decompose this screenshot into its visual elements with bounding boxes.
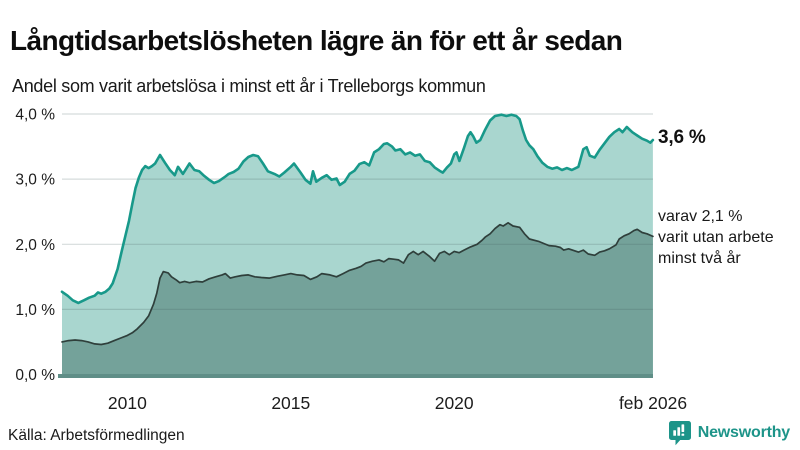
newsworthy-bubble-chart-icon xyxy=(668,421,691,446)
series-area-two_year xyxy=(62,222,653,375)
series-line-total xyxy=(60,113,655,305)
end-value-label-total: 3,6 % xyxy=(658,127,706,148)
chart-subtitle: Andel som varit arbetslösa i minst ett å… xyxy=(12,76,486,96)
end-label-two-year-line1: varav 2,1 % xyxy=(658,208,743,225)
y-tick-label: 3,0 % xyxy=(15,172,55,189)
end-value-label-two-year: varav 2,1 % varit utan arbete minst två … xyxy=(658,206,774,269)
newsworthy-wordmark: Newsworthy xyxy=(697,424,790,441)
page-title: Långtidsarbetslösheten lägre än för ett … xyxy=(10,24,623,56)
y-tick-label: 0,0 % xyxy=(15,367,55,384)
y-tick-label: 4,0 % xyxy=(15,107,55,124)
x-tick-label: feb 2026 xyxy=(619,393,687,413)
y-tick-label: 1,0 % xyxy=(15,302,55,319)
newsworthy-logo[interactable]: Newsworthy xyxy=(668,420,790,446)
source-note: Källa: Arbetsförmedlingen xyxy=(8,427,185,444)
end-label-two-year-line3: minst två år xyxy=(658,250,741,267)
x-tick-label: 2020 xyxy=(435,393,474,413)
y-tick-label: 2,0 % xyxy=(15,237,55,254)
end-label-two-year-line2: varit utan arbete xyxy=(658,229,774,246)
x-tick-label: 2010 xyxy=(108,393,147,413)
area-chart: 0,0 % 1,0 % 2,0 % 3,0 % 4,0 % 2010 2015 2020 feb… xyxy=(15,107,687,414)
series-line-two_year xyxy=(61,221,654,346)
x-tick-label: 2015 xyxy=(271,393,310,413)
